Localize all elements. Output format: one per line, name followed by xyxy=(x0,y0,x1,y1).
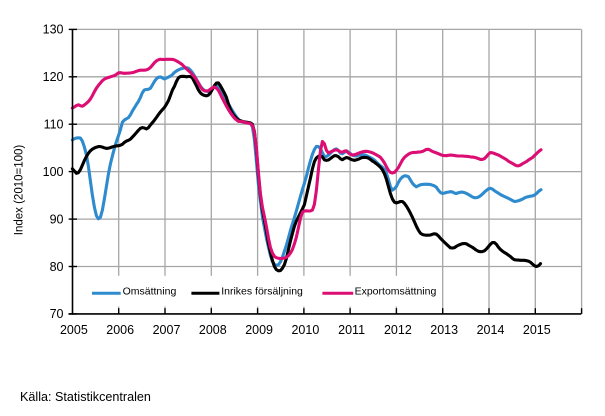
svg-text:Inrikes försäljning: Inrikes försäljning xyxy=(221,285,303,297)
svg-text:130: 130 xyxy=(43,23,64,37)
svg-text:Källa: Statistikcentralen: Källa: Statistikcentralen xyxy=(20,390,151,404)
svg-text:2005: 2005 xyxy=(60,323,88,337)
svg-text:2009: 2009 xyxy=(245,323,273,337)
svg-text:90: 90 xyxy=(50,212,64,226)
svg-text:2014: 2014 xyxy=(477,323,505,337)
svg-text:Index (2010=100): Index (2010=100) xyxy=(14,145,26,236)
svg-text:2007: 2007 xyxy=(153,323,181,337)
svg-text:2012: 2012 xyxy=(384,323,412,337)
svg-text:2013: 2013 xyxy=(430,323,458,337)
svg-text:110: 110 xyxy=(44,118,64,132)
svg-text:2008: 2008 xyxy=(199,323,227,337)
svg-text:70: 70 xyxy=(50,307,64,321)
svg-text:Exportomsättning: Exportomsättning xyxy=(355,285,437,297)
svg-text:2011: 2011 xyxy=(338,323,365,337)
svg-text:2010: 2010 xyxy=(291,323,319,337)
svg-text:100: 100 xyxy=(43,165,64,179)
svg-text:2015: 2015 xyxy=(523,323,551,337)
svg-text:2006: 2006 xyxy=(106,323,134,337)
svg-text:Omsättning: Omsättning xyxy=(123,285,177,297)
svg-text:80: 80 xyxy=(50,260,64,274)
svg-text:120: 120 xyxy=(43,70,64,84)
